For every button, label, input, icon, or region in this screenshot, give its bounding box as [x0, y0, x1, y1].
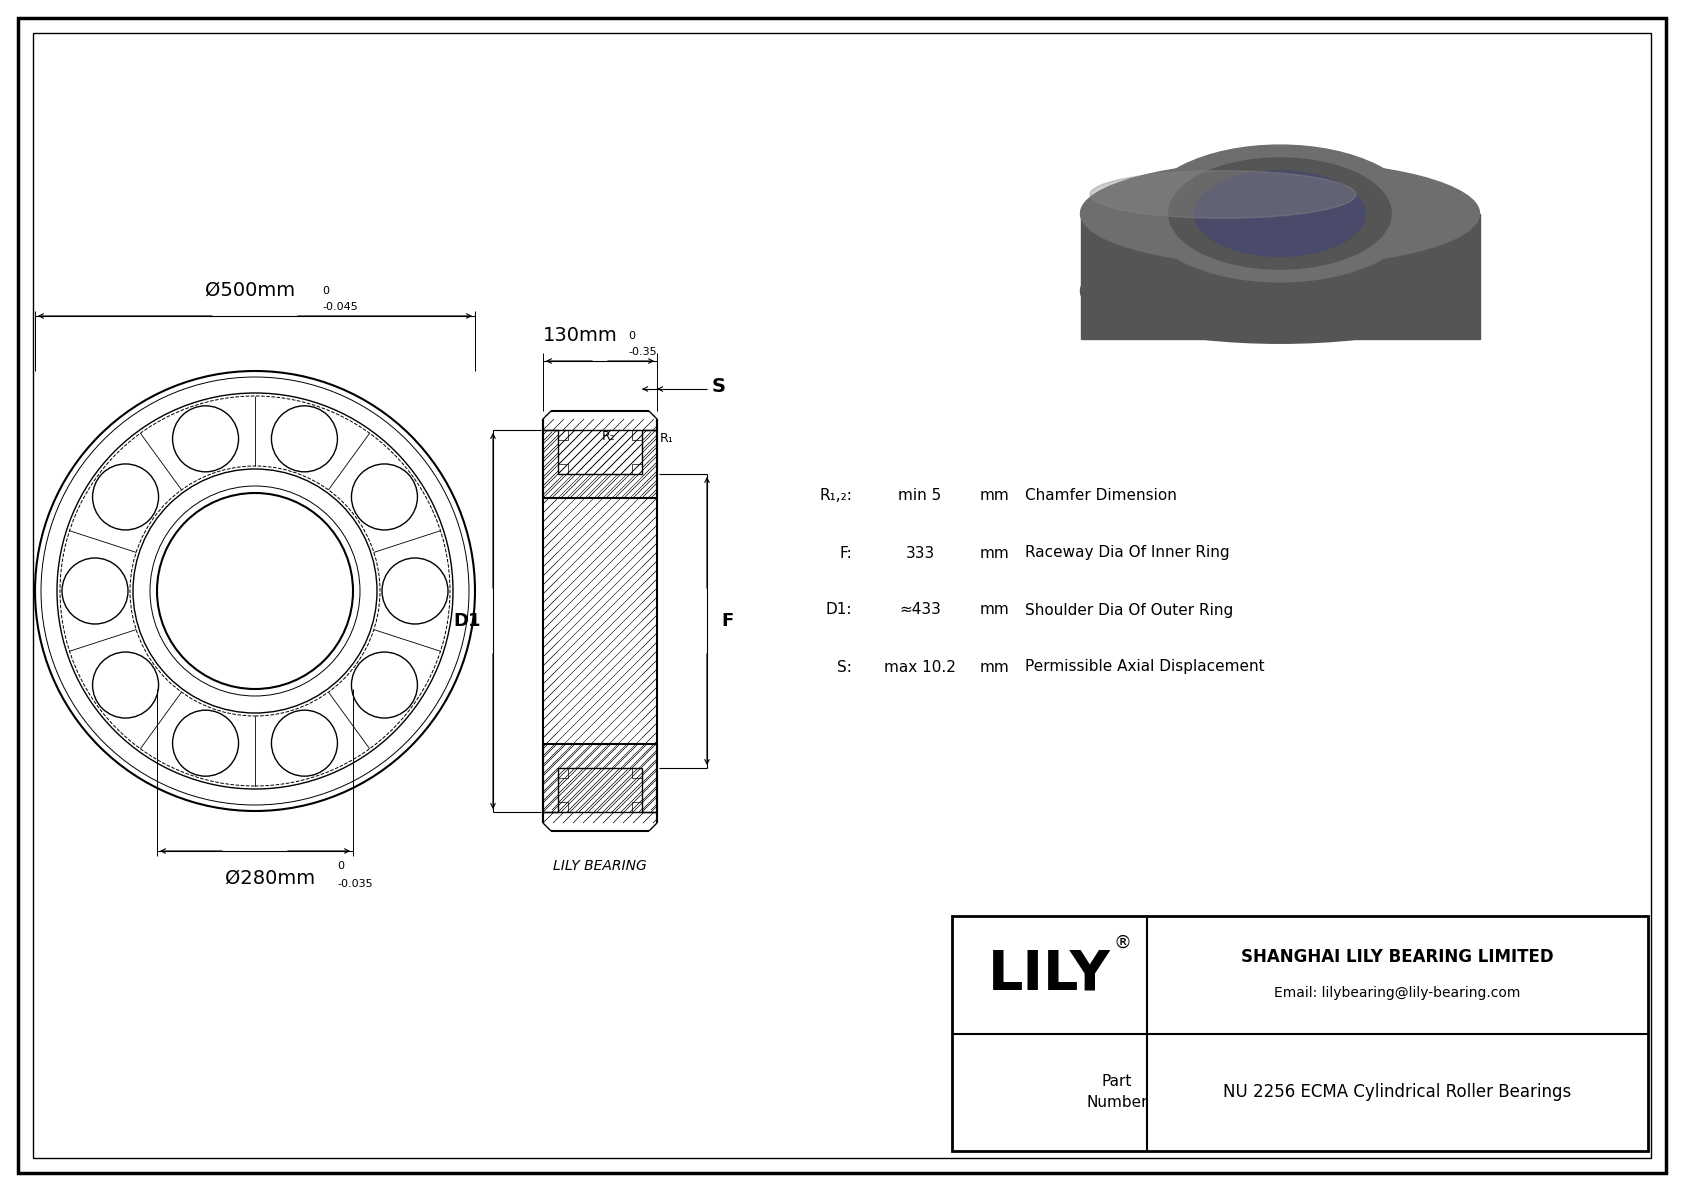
- Bar: [557, 430, 568, 439]
- Ellipse shape: [1174, 160, 1388, 267]
- Bar: [632, 768, 642, 778]
- Text: ≈433: ≈433: [899, 603, 941, 617]
- Polygon shape: [1081, 213, 1480, 338]
- Ellipse shape: [1081, 161, 1480, 266]
- Text: Permissible Axial Displacement: Permissible Axial Displacement: [1026, 660, 1265, 674]
- Text: R₁,₂:: R₁,₂:: [818, 488, 852, 504]
- Text: D1:: D1:: [825, 603, 852, 617]
- Text: mm: mm: [980, 660, 1010, 674]
- Text: S: S: [712, 376, 726, 395]
- Ellipse shape: [1169, 158, 1391, 269]
- Bar: [632, 802, 642, 812]
- Text: Ø500mm: Ø500mm: [205, 281, 295, 300]
- Text: -0.35: -0.35: [628, 347, 657, 357]
- Text: F: F: [721, 612, 733, 630]
- Bar: [557, 802, 568, 812]
- Text: Email: lilybearing@lily-bearing.com: Email: lilybearing@lily-bearing.com: [1275, 986, 1521, 999]
- Text: Ø280mm: Ø280mm: [226, 869, 315, 888]
- Ellipse shape: [1090, 170, 1356, 218]
- Text: 130mm: 130mm: [542, 326, 618, 345]
- Bar: [632, 430, 642, 439]
- Text: Raceway Dia Of Inner Ring: Raceway Dia Of Inner Ring: [1026, 545, 1229, 561]
- Text: LILY: LILY: [987, 948, 1110, 1002]
- Text: Chamfer Dimension: Chamfer Dimension: [1026, 488, 1177, 504]
- Text: mm: mm: [980, 488, 1010, 504]
- Text: R₂: R₂: [601, 430, 616, 443]
- Text: -0.035: -0.035: [337, 879, 372, 888]
- Text: mm: mm: [980, 545, 1010, 561]
- Ellipse shape: [1081, 238, 1480, 343]
- Text: ®: ®: [1115, 934, 1132, 952]
- Text: 333: 333: [906, 545, 935, 561]
- Text: R₁: R₁: [660, 431, 674, 444]
- Ellipse shape: [1143, 145, 1416, 282]
- Text: 0: 0: [337, 861, 344, 871]
- Ellipse shape: [1194, 170, 1366, 256]
- Text: Shoulder Dia Of Outer Ring: Shoulder Dia Of Outer Ring: [1026, 603, 1233, 617]
- Text: -0.045: -0.045: [322, 303, 357, 312]
- Text: S:: S:: [837, 660, 852, 674]
- Text: F:: F:: [839, 545, 852, 561]
- Bar: [557, 768, 568, 778]
- Bar: [632, 464, 642, 474]
- Text: max 10.2: max 10.2: [884, 660, 957, 674]
- Bar: [951, 916, 1649, 1151]
- Text: mm: mm: [980, 603, 1010, 617]
- Text: min 5: min 5: [898, 488, 941, 504]
- Text: Part
Number: Part Number: [1086, 1074, 1148, 1110]
- Text: LILY BEARING: LILY BEARING: [552, 859, 647, 873]
- Text: SHANGHAI LILY BEARING LIMITED: SHANGHAI LILY BEARING LIMITED: [1241, 948, 1554, 966]
- Text: 0: 0: [628, 331, 635, 341]
- Text: NU 2256 ECMA Cylindrical Roller Bearings: NU 2256 ECMA Cylindrical Roller Bearings: [1223, 1084, 1571, 1102]
- Text: 0: 0: [322, 286, 328, 297]
- Text: D1: D1: [453, 612, 482, 630]
- Bar: [557, 464, 568, 474]
